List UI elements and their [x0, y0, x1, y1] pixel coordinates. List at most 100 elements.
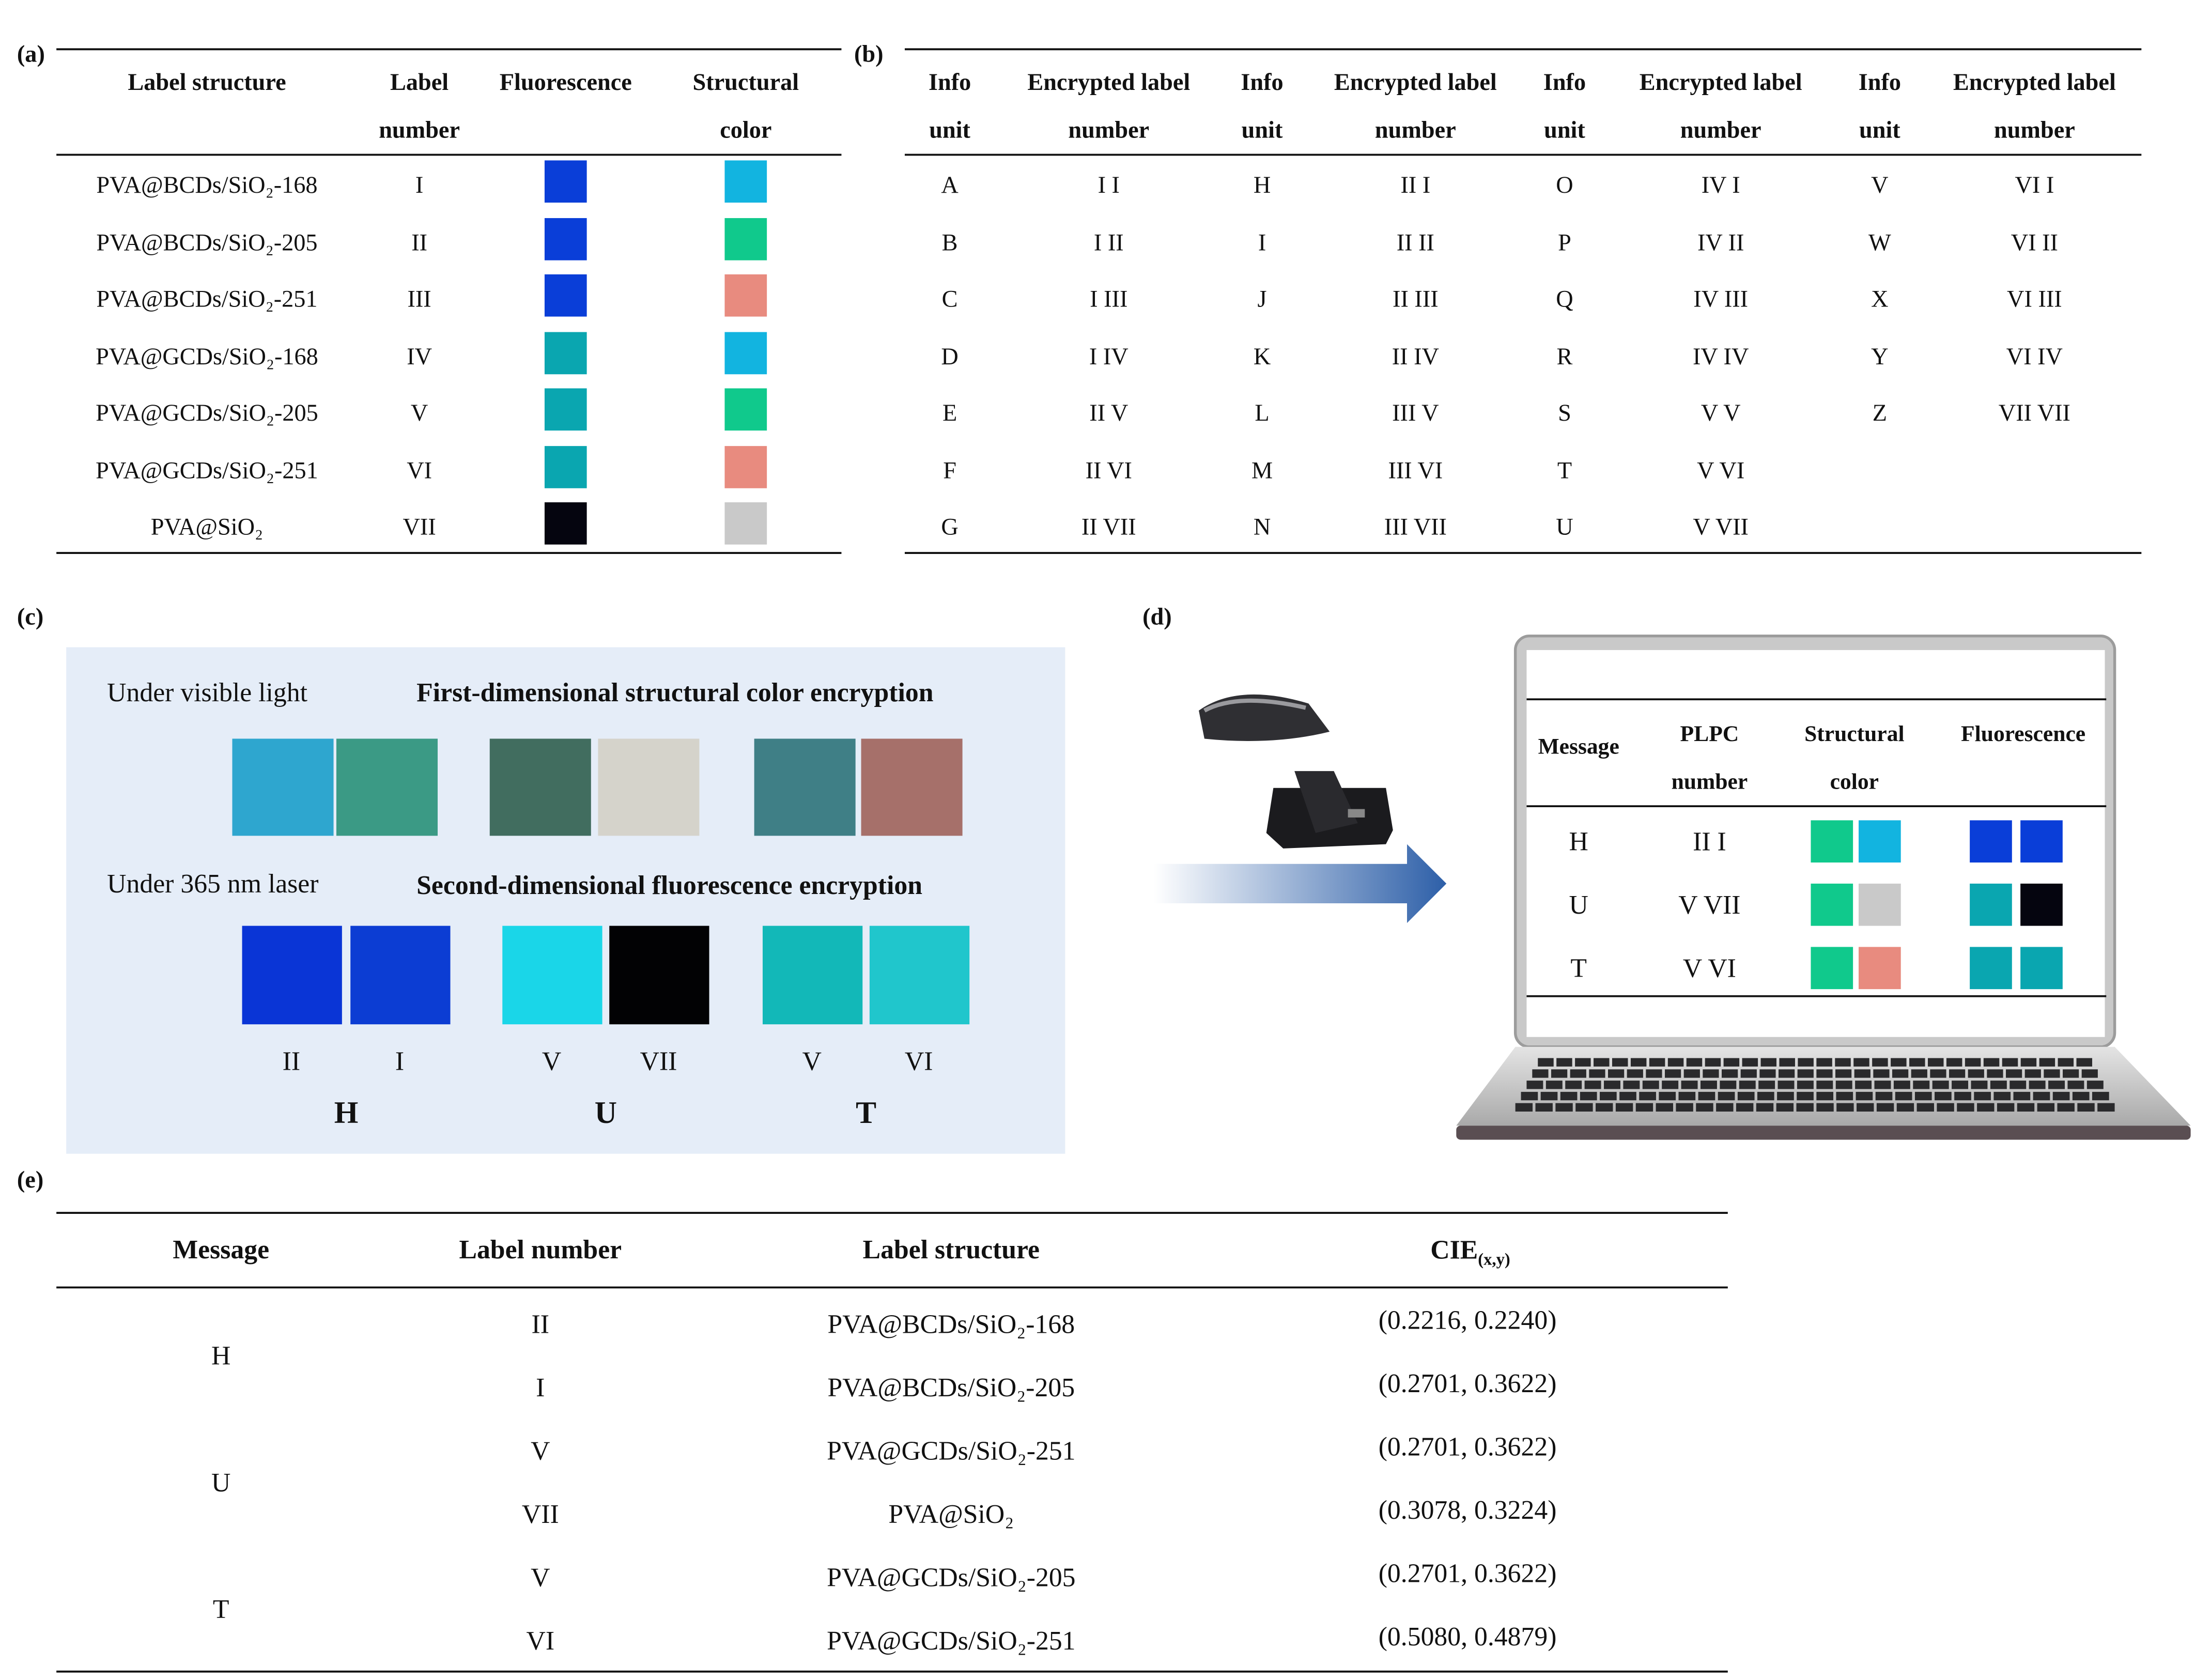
key: [1873, 1069, 1890, 1078]
key: [1540, 1091, 1558, 1101]
column-header: number: [1068, 117, 1149, 144]
key: [1742, 1058, 1758, 1067]
key: [1779, 1069, 1795, 1078]
column-header: Encrypted label: [1027, 69, 1190, 96]
structural-swatch: [724, 218, 767, 260]
info-unit: N: [1254, 514, 1271, 540]
key: [1816, 1069, 1833, 1078]
label-number: VI: [526, 1626, 554, 1656]
key: [1874, 1081, 1891, 1089]
key: [2020, 1058, 2037, 1067]
encrypted-number: II II: [1397, 229, 1434, 256]
structural-swatch: [724, 160, 767, 203]
info-unit: K: [1254, 344, 1271, 370]
column-header: unit: [1544, 117, 1585, 144]
key: [1608, 1069, 1625, 1078]
key: [2086, 1081, 2104, 1089]
photo-label: I: [395, 1046, 404, 1076]
encrypted-number: I II: [1094, 229, 1124, 256]
key: [1816, 1103, 1834, 1112]
key: [2077, 1103, 2095, 1112]
key: [1619, 1091, 1636, 1101]
key: [1776, 1103, 1794, 1112]
key: [1757, 1091, 1774, 1101]
key: [1779, 1058, 1795, 1067]
key: [1854, 1069, 1871, 1078]
cie-label: CIE: [1430, 1235, 1478, 1265]
caption: Under 365 nm laser: [107, 869, 318, 899]
key: [2057, 1103, 2075, 1112]
encrypted-number: V V: [1701, 400, 1741, 426]
key: [1935, 1091, 1952, 1101]
label-number: VI: [407, 457, 432, 484]
column-header: Info: [1241, 69, 1283, 96]
key: [1521, 1091, 1538, 1101]
structural-swatch: [1859, 883, 1901, 926]
panel-c-background: [66, 647, 1065, 1154]
key: [1630, 1058, 1647, 1067]
key: [2052, 1091, 2070, 1101]
column-header: Structural: [693, 69, 799, 96]
message: U: [1569, 890, 1588, 920]
label-structure: PVA@GCDs/SiO₂-168: [96, 344, 318, 370]
key: [1756, 1103, 1774, 1112]
label-number: II: [411, 229, 427, 256]
key: [1551, 1069, 1568, 1078]
key: [1526, 1081, 1543, 1089]
key: [1893, 1081, 1910, 1089]
info-unit: J: [1258, 286, 1267, 312]
key: [1856, 1091, 1873, 1101]
encrypted-number: III VI: [1388, 457, 1443, 484]
key: [1565, 1081, 1582, 1089]
key: [1758, 1081, 1775, 1089]
label-number: V: [411, 400, 428, 426]
plpc-number: II I: [1693, 827, 1726, 857]
key: [2033, 1091, 2050, 1101]
info-unit: L: [1255, 400, 1269, 426]
key: [1930, 1069, 1946, 1078]
fluorescence-swatch: [2020, 820, 2063, 863]
info-unit: F: [943, 457, 956, 484]
key: [1535, 1103, 1553, 1112]
key: [1990, 1081, 2007, 1089]
fluorescence-swatch: [2020, 883, 2063, 926]
key: [1946, 1058, 1962, 1067]
column-header: Message: [1538, 734, 1619, 759]
key: [1983, 1058, 2000, 1067]
key: [1797, 1069, 1814, 1078]
fluorescence-swatch: [544, 160, 587, 203]
panel-label: (b): [854, 41, 884, 68]
key: [1916, 1103, 1934, 1112]
label-structure: PVA@BCDs/SiO₂-168: [96, 172, 317, 198]
visible-photo: [861, 738, 963, 836]
key: [1797, 1091, 1814, 1101]
key: [1722, 1069, 1738, 1078]
key: [1596, 1103, 1613, 1112]
key: [1816, 1081, 1833, 1089]
encrypted-number: I III: [1090, 286, 1127, 312]
key: [1876, 1103, 1894, 1112]
key: [1798, 1058, 1814, 1067]
key: [1705, 1058, 1721, 1067]
fluorescence-swatch: [544, 446, 587, 488]
column-header: Encrypted label: [1334, 69, 1497, 96]
arrow: [1153, 844, 1447, 923]
plpc-number: V VI: [1683, 954, 1736, 983]
key: [1676, 1103, 1693, 1112]
plpc-number: V VII: [1678, 890, 1740, 920]
key: [1909, 1058, 1925, 1067]
panel-label: (e): [17, 1167, 43, 1193]
label-structure: PVA@GCDs/SiO₂-251: [827, 1626, 1075, 1656]
key: [1718, 1091, 1735, 1101]
key: [1853, 1058, 1869, 1067]
key: [1740, 1069, 1757, 1078]
key: [1683, 1069, 1700, 1078]
encrypted-number: VI II: [2011, 229, 2058, 256]
key: [1965, 1058, 1981, 1067]
key: [1937, 1103, 1954, 1112]
info-unit: O: [1556, 172, 1573, 198]
fluorescent-photo: [762, 926, 863, 1025]
key: [1759, 1069, 1776, 1078]
encrypted-number: I I: [1098, 172, 1120, 198]
